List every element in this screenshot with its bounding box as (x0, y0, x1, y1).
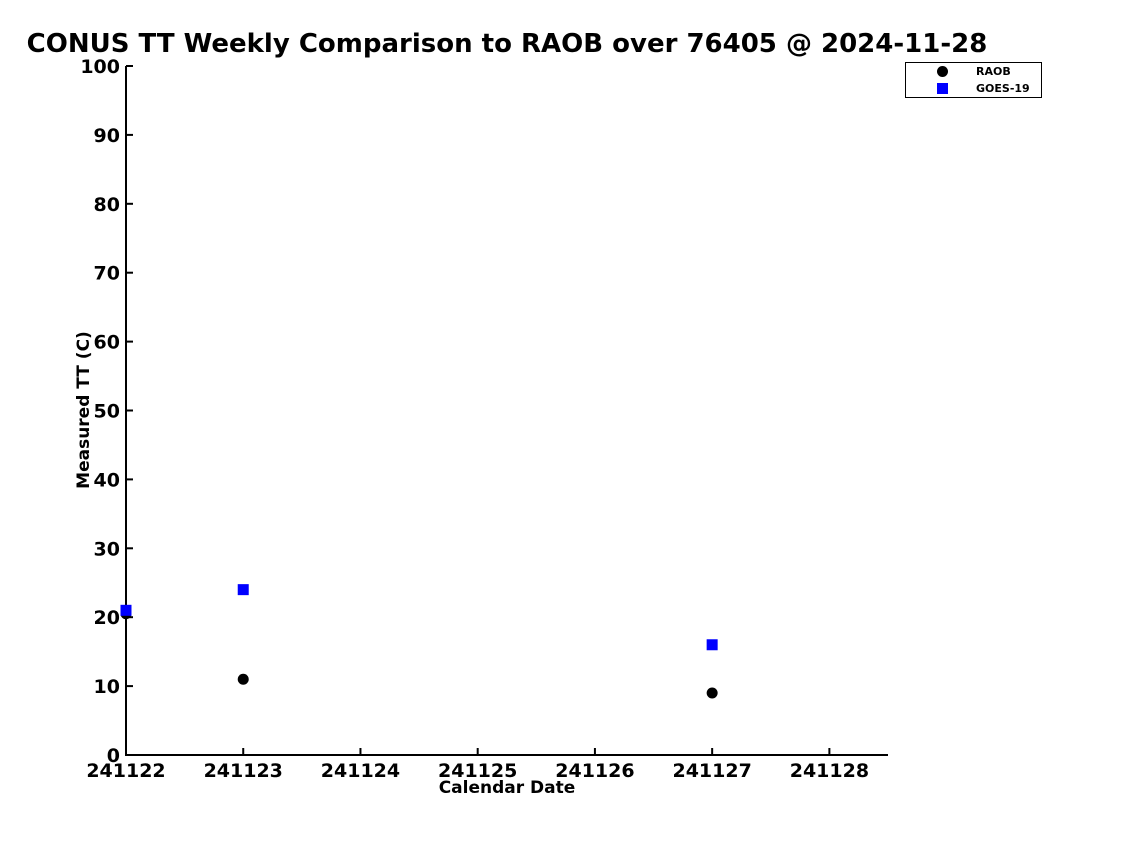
x-tick-label: 241126 (555, 760, 634, 782)
y-tick-label: 40 (94, 469, 120, 491)
legend-item-goes-19: GOES-19 (906, 81, 1041, 96)
y-tick-label: 100 (80, 56, 120, 78)
y-tick-label: 80 (94, 194, 120, 216)
raob-point (237, 673, 249, 685)
chart-title: CONUS TT Weekly Comparison to RAOB over … (26, 29, 988, 59)
y-tick-label: 10 (94, 676, 120, 698)
raob-point (706, 687, 718, 699)
x-tick-label: 241128 (790, 760, 869, 782)
x-tick-label: 241122 (86, 760, 165, 782)
y-tick-label: 50 (94, 401, 120, 423)
legend: RAOB GOES-19 (905, 62, 1042, 98)
y-tick-label: 30 (94, 538, 120, 560)
goes-19-point (120, 604, 132, 616)
goes-19-marker-icon (937, 82, 948, 94)
legend-label-goes-19: GOES-19 (976, 81, 1030, 95)
x-tick-label: 241125 (438, 760, 517, 782)
x-tick-label: 241123 (204, 760, 283, 782)
x-axis-label: Calendar Date (438, 778, 576, 798)
x-tick-label: 241124 (321, 760, 400, 782)
y-tick-label: 90 (94, 125, 120, 147)
legend-label-raob: RAOB (976, 65, 1011, 79)
legend-item-raob: RAOB (906, 64, 1041, 79)
raob-marker-icon (937, 66, 948, 78)
y-tick-label: 20 (94, 607, 120, 629)
x-tick-label: 241127 (672, 760, 751, 782)
goes-19-point (706, 639, 718, 651)
goes-19-point (237, 584, 249, 596)
y-tick-label: 0 (107, 745, 120, 767)
y-tick-label: 70 (94, 263, 120, 285)
y-tick-label: 60 (94, 332, 120, 354)
